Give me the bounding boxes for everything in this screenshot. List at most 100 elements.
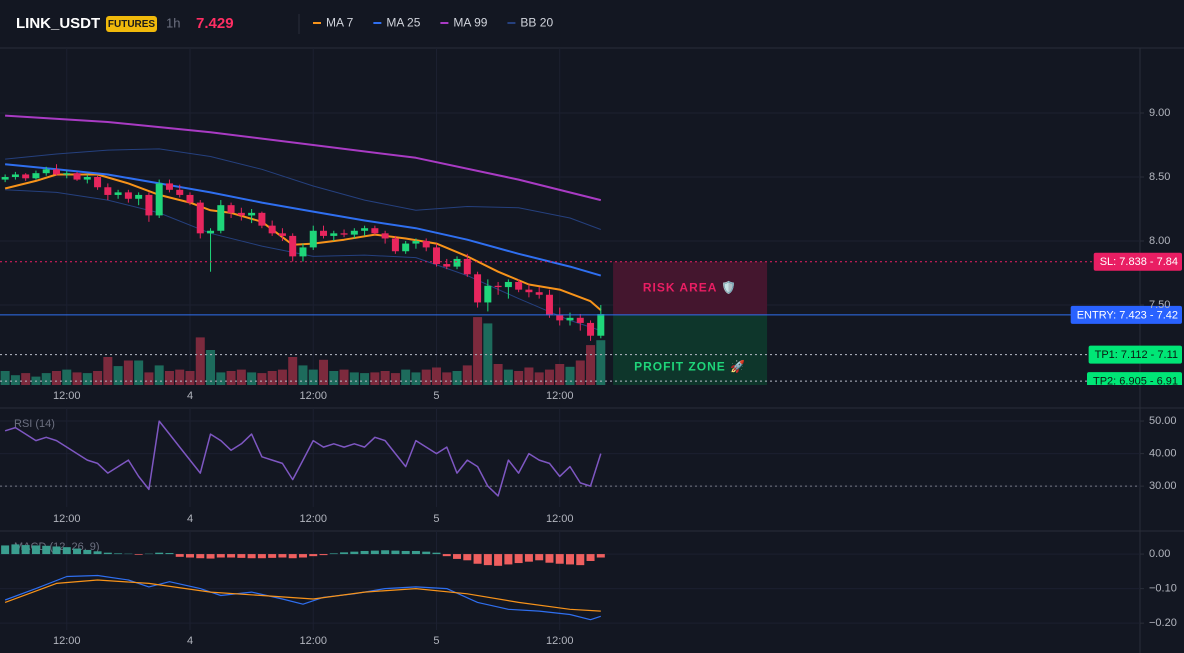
volume-bar <box>596 340 606 385</box>
level-label: TP2: 6.905 - 6.91 <box>1093 376 1178 388</box>
volume-bar <box>544 369 554 385</box>
candle-body <box>504 281 512 288</box>
volume-bar <box>21 373 31 385</box>
volume-bar <box>586 345 596 385</box>
x-tick-label: 12:00 <box>546 513 574 525</box>
histogram-bar <box>340 552 349 555</box>
volume-bar <box>103 357 113 385</box>
candle-body <box>145 194 153 216</box>
histogram-bar <box>196 554 205 559</box>
histogram-bar <box>463 554 472 561</box>
indicator-line <box>5 114 602 202</box>
candle-body <box>289 235 297 257</box>
volume-bar <box>72 372 82 385</box>
candle-body <box>248 212 256 216</box>
y-tick-label: 40.00 <box>1149 448 1177 460</box>
rsi-line <box>4 420 602 497</box>
candle-body <box>1 177 9 180</box>
volume-bar <box>175 369 185 385</box>
candle-body <box>42 169 50 174</box>
candle-body <box>556 315 564 321</box>
histogram-bar <box>422 551 431 555</box>
volume-bar <box>514 371 524 385</box>
volume-bar <box>41 373 51 385</box>
histogram-bar <box>62 547 71 555</box>
histogram-bar <box>288 554 297 559</box>
histogram-bar <box>524 554 533 562</box>
candle-body <box>453 258 461 267</box>
histogram-bar <box>411 550 420 555</box>
volume-bar <box>319 359 329 385</box>
candle-body <box>268 225 276 234</box>
volume-bar <box>462 365 472 385</box>
indicator-line <box>5 148 601 230</box>
histogram-bar <box>483 554 492 566</box>
volume-bar <box>0 371 10 385</box>
x-tick-label: 12:00 <box>546 635 574 647</box>
macd-line <box>4 579 601 612</box>
candle-body <box>432 247 440 265</box>
candle-body <box>94 177 102 188</box>
histogram-bar <box>586 554 595 561</box>
candle-body <box>155 183 163 216</box>
volume-bar <box>154 365 164 385</box>
zone-label: PROFIT ZONE 🚀 <box>634 360 746 374</box>
volume-bar <box>288 357 298 385</box>
volume-bar <box>452 371 462 385</box>
y-tick-label: −0.10 <box>1149 583 1177 595</box>
histogram-bar <box>42 545 51 555</box>
histogram-bar <box>114 553 123 555</box>
histogram-bar <box>360 550 369 555</box>
zone <box>613 261 768 315</box>
candle-body <box>196 202 204 234</box>
legend-label: BB 20 <box>520 16 553 30</box>
level-label-bg <box>1087 372 1182 385</box>
volume-bar <box>247 372 257 385</box>
candle-body <box>381 233 389 239</box>
y-tick-label: 50.00 <box>1149 415 1177 427</box>
histogram-bar <box>186 554 194 558</box>
candle-body <box>494 285 502 288</box>
x-tick-label: 12:00 <box>53 390 81 402</box>
candle-body <box>535 292 543 295</box>
candle-body <box>22 174 30 179</box>
x-tick-label: 12:00 <box>299 635 327 647</box>
zone <box>613 314 768 385</box>
legend: MA 7 MA 25 MA 99 BB 20 <box>313 16 553 30</box>
candle-body <box>104 187 112 195</box>
last-price: 7.429 <box>196 15 234 32</box>
candle-body <box>515 281 523 290</box>
symbol: LINK_USDT <box>16 15 100 32</box>
volume-bar <box>442 372 452 385</box>
histogram-bar <box>309 554 318 557</box>
volume-bar <box>51 371 61 385</box>
volume-bar <box>236 369 246 385</box>
x-tick-label: 4 <box>187 390 193 402</box>
candle-body <box>330 233 338 236</box>
y-tick-label: 0.00 <box>1149 548 1170 560</box>
candle-body <box>299 247 307 257</box>
volume-bar <box>277 369 287 385</box>
histogram-bar <box>134 554 143 555</box>
x-tick-label: 5 <box>433 513 439 525</box>
histogram-bar <box>535 554 544 561</box>
volume-bar <box>360 373 370 385</box>
candle-body <box>597 314 605 336</box>
pane: MACD (12, 26, 9) <box>0 531 1140 630</box>
histogram-bar <box>278 554 287 558</box>
candle-body <box>340 233 348 235</box>
histogram-bar <box>391 550 400 555</box>
x-tick-label: 12:00 <box>299 513 327 525</box>
candle-body <box>576 317 584 323</box>
candle-body <box>32 173 40 179</box>
histogram-bar <box>93 551 102 555</box>
volume-bar <box>216 372 226 385</box>
candle-body <box>207 230 215 234</box>
candle-body <box>412 241 420 244</box>
level-label-bg <box>1093 252 1182 271</box>
candle-body <box>484 285 492 303</box>
volume-bar <box>134 360 144 385</box>
candle-body <box>227 205 235 213</box>
volume-bar <box>144 372 154 385</box>
histogram-bar <box>31 545 40 555</box>
